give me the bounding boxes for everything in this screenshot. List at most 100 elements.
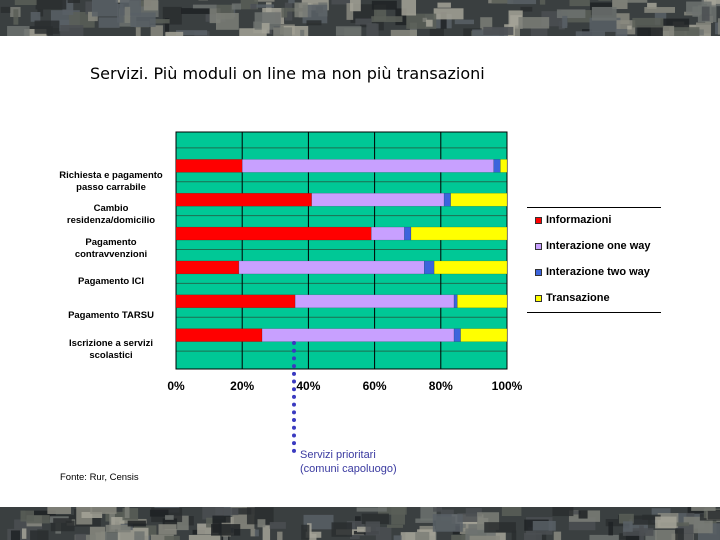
photo-texture xyxy=(644,7,675,13)
photo-texture xyxy=(432,514,463,532)
photo-texture xyxy=(501,507,522,517)
photo-texture xyxy=(465,528,496,540)
photo-texture xyxy=(294,2,308,18)
legend-swatch xyxy=(535,243,542,250)
photo-texture xyxy=(426,19,433,27)
photo-texture xyxy=(162,518,178,530)
photo-texture xyxy=(0,6,11,13)
bar-segment xyxy=(241,159,495,173)
plot-border xyxy=(175,131,508,370)
photo-texture xyxy=(150,25,163,36)
photo-texture xyxy=(433,507,443,512)
photo-texture xyxy=(124,6,131,23)
photo-texture xyxy=(26,515,50,524)
photo-texture xyxy=(269,522,286,529)
legend-swatch xyxy=(535,269,542,276)
bar-segment xyxy=(433,260,508,275)
photo-texture xyxy=(355,18,372,25)
photo-texture xyxy=(707,510,720,520)
photo-texture xyxy=(420,507,437,521)
photo-texture xyxy=(569,0,590,7)
legend-label: Informazioni xyxy=(546,214,612,226)
photo-texture xyxy=(239,28,267,36)
photo-texture xyxy=(65,520,75,526)
photo-texture xyxy=(632,17,664,28)
photo-texture xyxy=(105,524,131,533)
bar-segment xyxy=(493,159,501,173)
photo-texture xyxy=(669,27,700,36)
photo-texture xyxy=(717,18,720,35)
photo-texture xyxy=(98,17,120,28)
bar-segment xyxy=(453,294,458,309)
bar-segment xyxy=(175,159,243,173)
photo-texture xyxy=(62,0,74,15)
photo-texture xyxy=(20,510,35,522)
photo-texture xyxy=(288,0,295,4)
photo-texture xyxy=(524,533,542,540)
photo-texture xyxy=(647,2,657,9)
photo-texture xyxy=(518,17,550,29)
legend-label: Transazione xyxy=(546,292,610,304)
photo-texture xyxy=(642,514,661,520)
photo-texture xyxy=(655,529,675,540)
photo-texture xyxy=(10,530,21,540)
photo-texture xyxy=(7,26,30,36)
photo-texture xyxy=(223,533,229,540)
photo-texture xyxy=(491,0,514,4)
photo-texture xyxy=(150,534,174,540)
x-tick-label: 60% xyxy=(362,379,387,393)
photo-texture xyxy=(331,0,351,5)
annotation-pointer-line xyxy=(292,341,296,453)
slide-title: Servizi. Più moduli on line ma non più t… xyxy=(90,64,485,83)
photo-texture xyxy=(632,515,655,525)
photo-texture xyxy=(715,22,720,35)
photo-texture xyxy=(134,531,145,540)
photo-texture xyxy=(457,513,478,522)
photo-texture xyxy=(331,522,353,537)
photo-texture xyxy=(469,535,500,540)
photo-texture xyxy=(356,507,387,512)
bar-segment xyxy=(261,328,455,342)
photo-texture xyxy=(465,508,482,517)
photo-texture xyxy=(429,28,444,36)
photo-texture xyxy=(222,508,239,516)
photo-texture xyxy=(47,507,72,514)
photo-texture xyxy=(197,523,219,535)
photo-texture xyxy=(539,0,546,5)
category-label: Richiesta e pagamento passo carrabile xyxy=(59,170,163,193)
photo-texture xyxy=(552,507,574,517)
photo-texture xyxy=(393,535,402,540)
photo-texture xyxy=(400,532,418,540)
photo-texture xyxy=(623,521,633,532)
photo-texture xyxy=(562,15,568,29)
photo-texture xyxy=(556,9,586,19)
aerial-photo-image xyxy=(0,0,720,36)
legend-label: Interazione one way xyxy=(546,240,651,252)
bar-segment xyxy=(175,192,312,207)
category-label: Pagamento ICI xyxy=(78,276,144,287)
photo-texture xyxy=(433,8,464,20)
photo-texture xyxy=(608,521,614,536)
photo-texture xyxy=(215,12,239,30)
photo-texture xyxy=(675,528,684,540)
photo-texture xyxy=(637,24,663,36)
bar-segment xyxy=(294,294,455,309)
legend-label: Interazione two way xyxy=(546,266,650,278)
photo-texture xyxy=(361,513,389,525)
photo-texture xyxy=(510,15,522,26)
photo-texture xyxy=(346,3,354,20)
photo-texture xyxy=(13,9,19,25)
photo-texture xyxy=(335,26,362,36)
photo-texture xyxy=(615,28,628,36)
photo-texture xyxy=(35,0,67,10)
source-note: Fonte: Rur, Censis xyxy=(60,472,139,483)
photo-texture xyxy=(192,4,217,9)
photo-texture xyxy=(365,521,380,536)
photo-texture xyxy=(415,518,434,523)
photo-texture xyxy=(520,6,533,12)
photo-texture xyxy=(302,4,328,24)
x-tick-label: 40% xyxy=(296,379,321,393)
photo-texture xyxy=(530,27,548,36)
bar-segment xyxy=(457,294,508,309)
photo-texture xyxy=(532,520,556,531)
